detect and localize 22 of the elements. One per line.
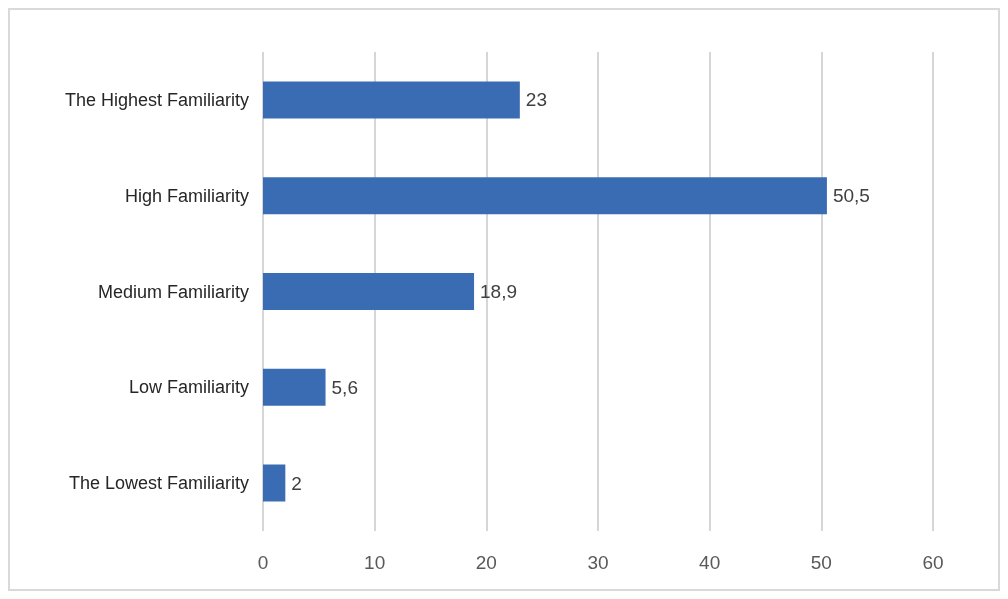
bar [263,368,326,406]
y-tick-label: The Highest Familiarity [64,89,249,110]
x-tick-label: 30 [587,552,609,573]
x-tick-label: 10 [364,552,386,573]
x-tick-label: 40 [699,552,721,573]
data-label: 18,9 [480,281,518,302]
x-tick-label: 50 [810,552,832,573]
x-tick-label: 0 [257,552,269,573]
data-label: 50,5 [832,185,870,207]
x-tick-label: 20 [475,552,497,573]
x-tick-label: 60 [922,552,944,573]
y-tick-label: Medium Familiarity [97,281,249,302]
bar [263,273,475,310]
bar [263,464,286,502]
data-label: 2 [291,472,302,494]
bar [263,177,827,215]
y-tick-label: The Lowest Familiarity [68,473,249,494]
data-label: 5,6 [331,376,358,398]
y-tick-label: Low Familiarity [128,377,249,398]
bar [263,81,520,119]
data-label: 23 [525,89,547,111]
y-tick-label: High Familiarity [124,185,249,206]
